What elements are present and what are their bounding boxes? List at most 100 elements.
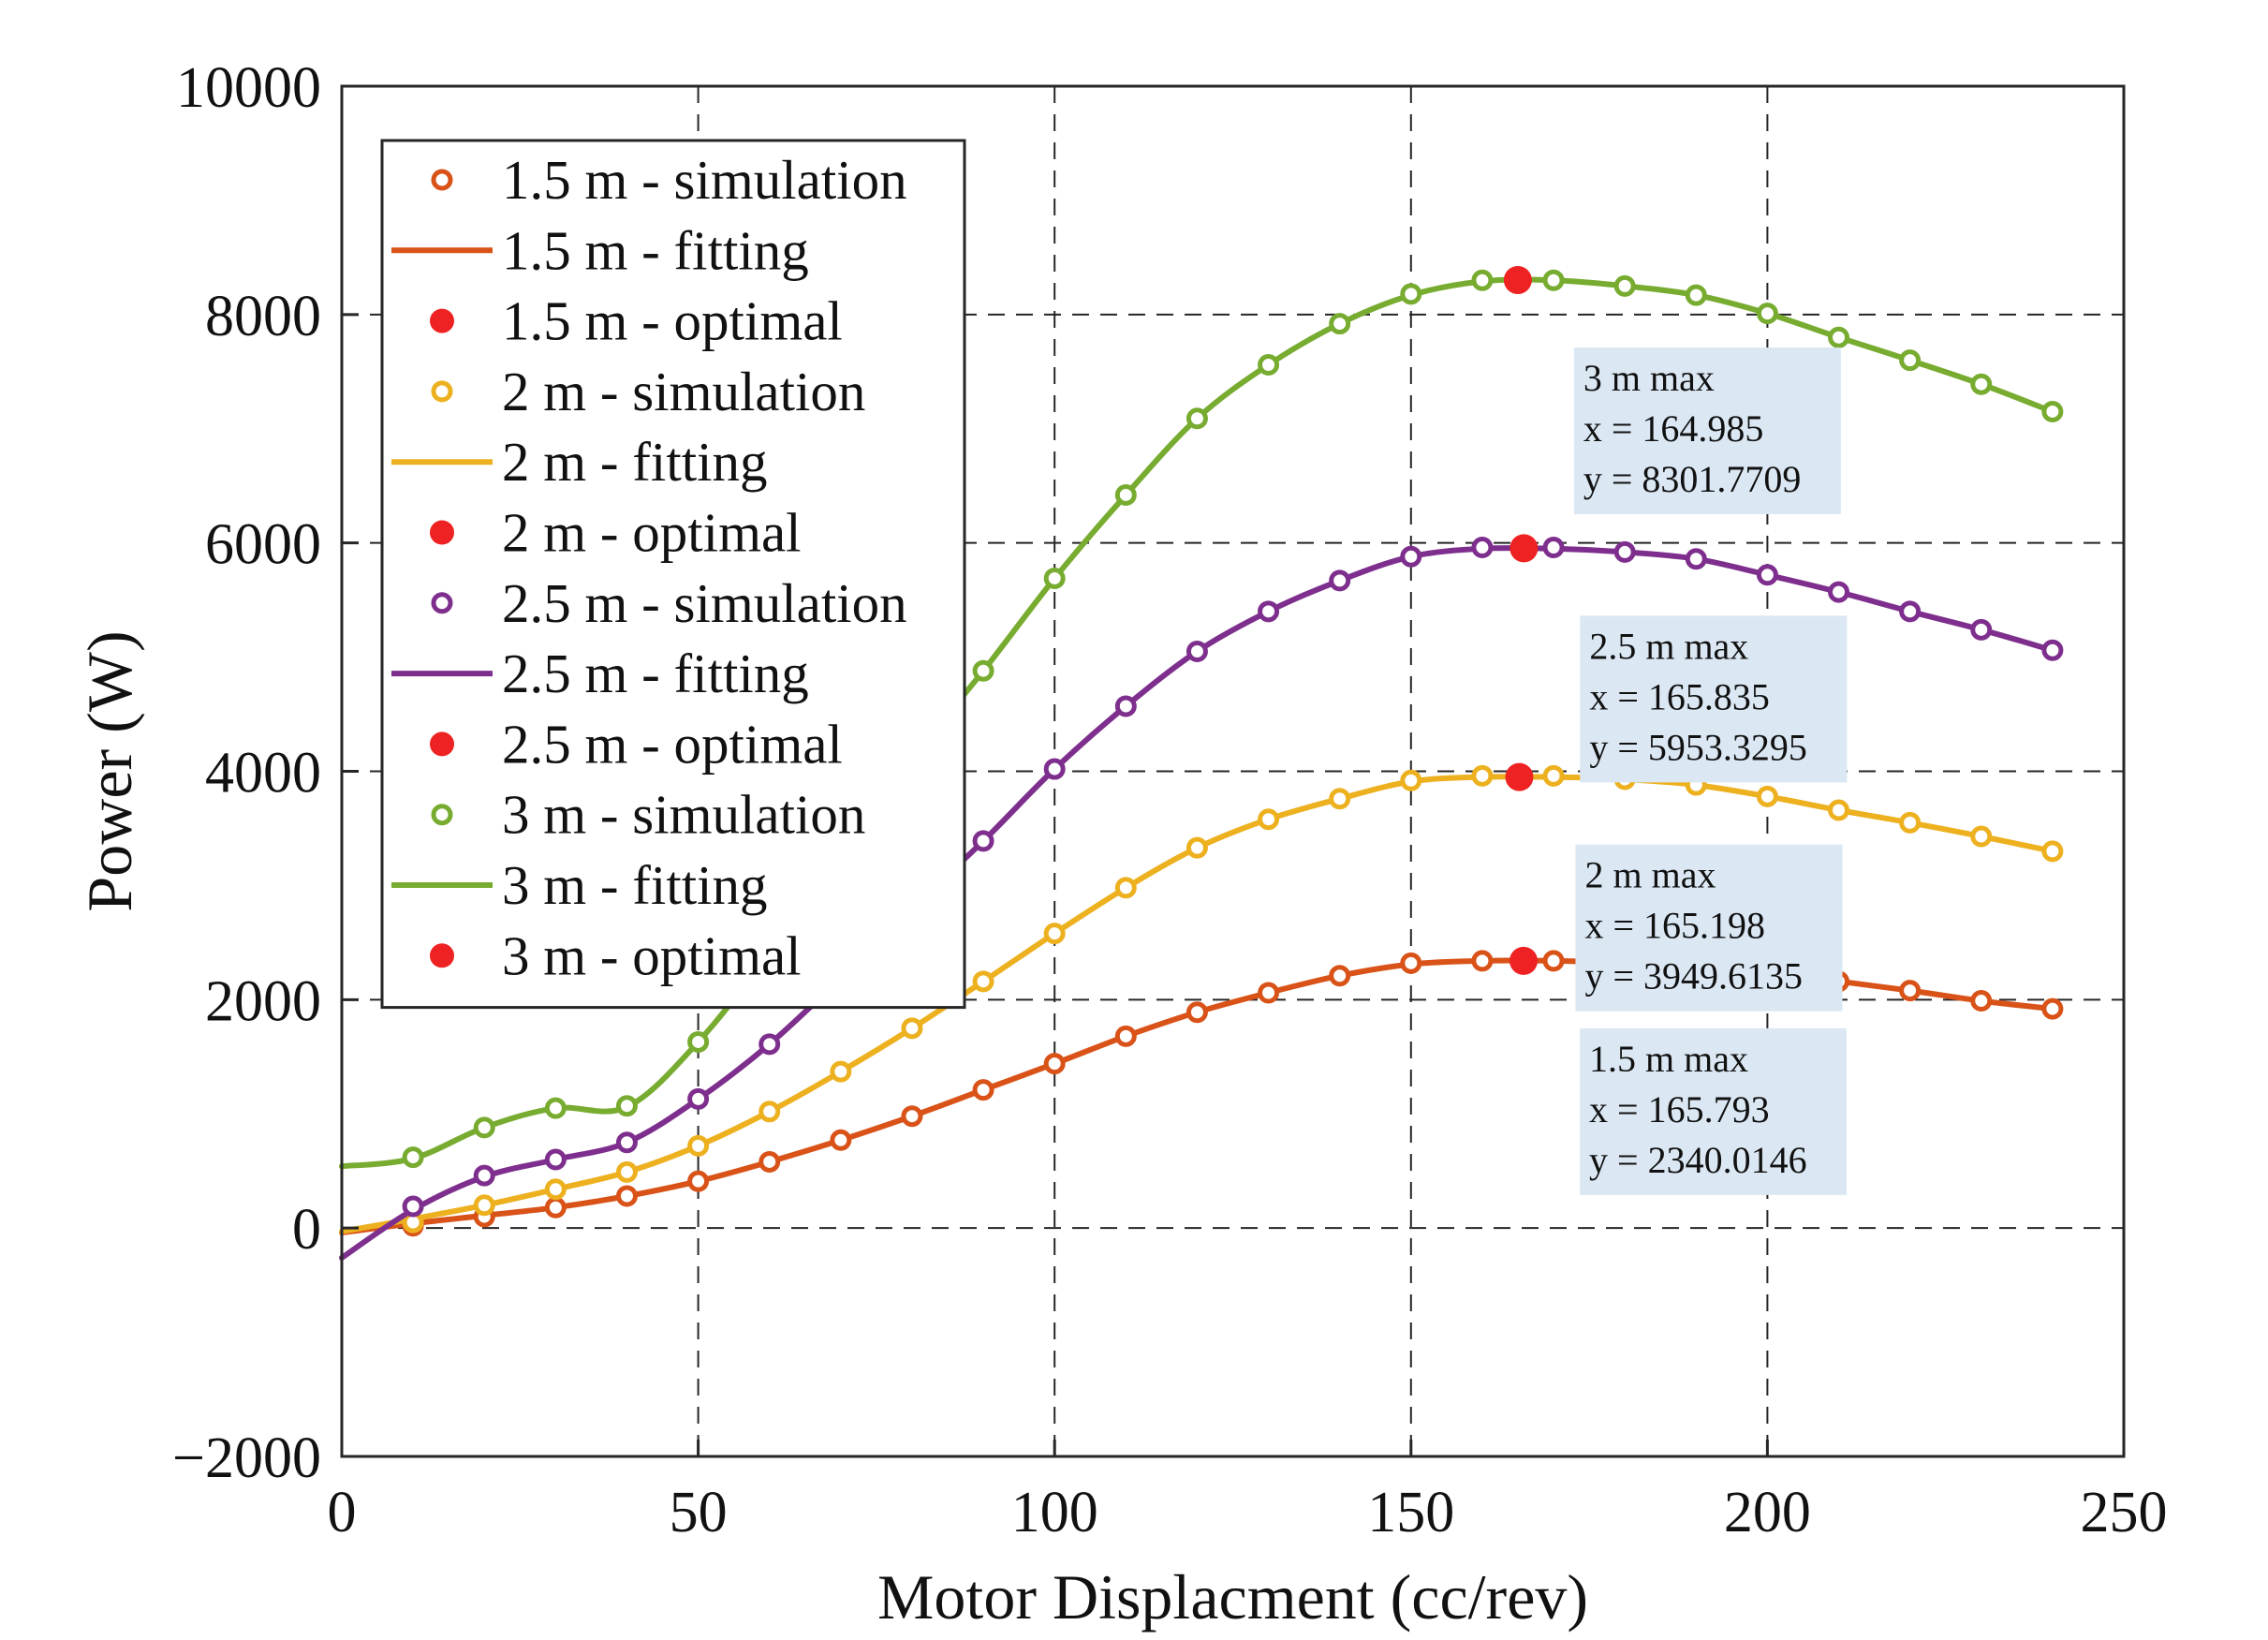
legend-entry: 1.5 m - fitting — [391, 219, 809, 281]
simulation-point — [1258, 353, 1280, 376]
simulation-point — [1970, 825, 1993, 848]
annotation-box: 2 m max x = 165.198 y = 3949.6135 — [1575, 844, 1843, 1012]
annotation-background — [1580, 615, 1848, 783]
optimal-point — [1510, 946, 1539, 975]
simulation-point — [1043, 1053, 1066, 1075]
x-axis-title: Motor Displacment (cc/rev) — [877, 1561, 1588, 1633]
simulation-point — [473, 1116, 495, 1139]
annotation-background — [1575, 844, 1843, 1012]
annotation-line: y = 8301.7709 — [1583, 458, 1802, 500]
simulation-point — [1756, 785, 1778, 807]
annotation-line: x = 165.198 — [1584, 905, 1765, 947]
simulation-point — [615, 1185, 638, 1207]
simulation-point — [1043, 923, 1066, 945]
simulation-point — [1685, 548, 1707, 570]
legend-entry: 2 m - simulation — [431, 361, 865, 422]
simulation-point — [1400, 283, 1422, 305]
simulation-point — [830, 1129, 852, 1151]
simulation-point — [830, 1060, 852, 1083]
tick-layer: 0 50 100 150 200 250−200002000400060008000100… — [172, 56, 2167, 1544]
annotation-line: y = 5953.3295 — [1589, 726, 1807, 768]
y-tick-label: 2000 — [205, 969, 321, 1033]
simulation-point — [544, 1097, 567, 1119]
x-tick-label: 0 — [328, 1481, 357, 1544]
simulation-point — [2041, 840, 2064, 863]
legend-marker-simulation — [431, 592, 453, 614]
optimal-point — [1510, 534, 1539, 563]
y-tick-label: 6000 — [205, 513, 321, 577]
simulation-point — [2041, 400, 2064, 422]
simulation-point — [758, 1101, 781, 1123]
y-tick-label: 10000 — [176, 56, 321, 120]
simulation-point — [1970, 990, 1993, 1012]
legend-box — [380, 139, 966, 1010]
simulation-point — [1186, 640, 1208, 662]
simulation-point — [1542, 269, 1565, 291]
simulation-point — [972, 830, 994, 852]
legend-entry: 1.5 m - optimal — [430, 290, 843, 352]
annotation-box: 3 m max x = 164.985 y = 8301.7709 — [1573, 347, 1841, 515]
annotation-line: x = 165.835 — [1589, 675, 1770, 717]
x-tick-label: 100 — [1011, 1481, 1098, 1544]
simulation-point — [1828, 581, 1850, 603]
legend-label: 2 m - optimal — [502, 502, 802, 564]
legend-entry: 3 m - simulation — [431, 784, 865, 846]
y-tick-label: 4000 — [205, 742, 321, 805]
simulation-point — [1828, 326, 1850, 348]
legend-entry: 2.5 m - fitting — [391, 643, 809, 704]
simulation-point — [1471, 269, 1494, 291]
simulation-point — [1258, 808, 1280, 831]
simulation-point — [1970, 373, 1993, 395]
simulation-point — [1043, 567, 1066, 589]
x-tick-label: 50 — [670, 1481, 728, 1544]
legend-label: 2.5 m - simulation — [502, 572, 907, 634]
simulation-point — [473, 1194, 495, 1217]
y-tick-label: 0 — [292, 1198, 321, 1262]
legend-label: 2 m - simulation — [502, 361, 865, 422]
legend-label: 3 m - optimal — [502, 924, 802, 986]
annotation-line: y = 3949.6135 — [1584, 955, 1803, 997]
y-tick-label: 8000 — [205, 285, 321, 348]
legend-label: 2.5 m - fitting — [502, 643, 809, 704]
simulation-point — [972, 970, 994, 993]
annotation-line: 2.5 m max — [1589, 625, 1748, 667]
annotation-background — [1580, 1027, 1848, 1195]
legend-marker-simulation — [431, 169, 453, 191]
simulation-point — [1114, 695, 1137, 717]
simulation-point — [1114, 1025, 1137, 1047]
simulation-point — [1756, 564, 1778, 586]
simulation-point — [615, 1160, 638, 1183]
y-axis-title: Power (W) — [74, 630, 145, 911]
legend-label: 3 m - simulation — [502, 784, 865, 846]
legend: 1.5 m - simulation 1.5 m - fitting 1.5 m -… — [380, 139, 966, 1010]
simulation-point — [1899, 980, 1922, 1002]
legend-marker-optimal — [430, 731, 454, 757]
simulation-point — [1613, 540, 1636, 563]
legend-marker-simulation — [431, 380, 453, 403]
legend-entry: 3 m - optimal — [430, 924, 802, 986]
optimal-point — [1503, 266, 1532, 295]
legend-entry: 2 m - fitting — [391, 431, 768, 493]
simulation-point — [1471, 950, 1494, 972]
simulation-point — [1186, 407, 1208, 430]
simulation-point — [1186, 1001, 1208, 1024]
simulation-point — [972, 659, 994, 682]
legend-entry: 1.5 m - simulation — [431, 149, 907, 211]
simulation-point — [1400, 769, 1422, 791]
simulation-point — [687, 1170, 710, 1192]
simulation-point — [1471, 764, 1494, 787]
simulation-point — [1613, 274, 1636, 297]
simulation-point — [1329, 965, 1351, 987]
simulation-point — [1400, 952, 1422, 974]
simulation-point — [1542, 764, 1565, 787]
simulation-point — [687, 1087, 710, 1110]
simulation-point — [402, 1195, 424, 1218]
simulation-point — [544, 1196, 567, 1219]
legend-entry: 2.5 m - optimal — [430, 713, 843, 775]
simulation-point — [687, 1030, 710, 1053]
simulation-point — [544, 1148, 567, 1171]
legend-label: 3 m - fitting — [502, 854, 768, 916]
series-2-m — [339, 762, 2064, 1234]
